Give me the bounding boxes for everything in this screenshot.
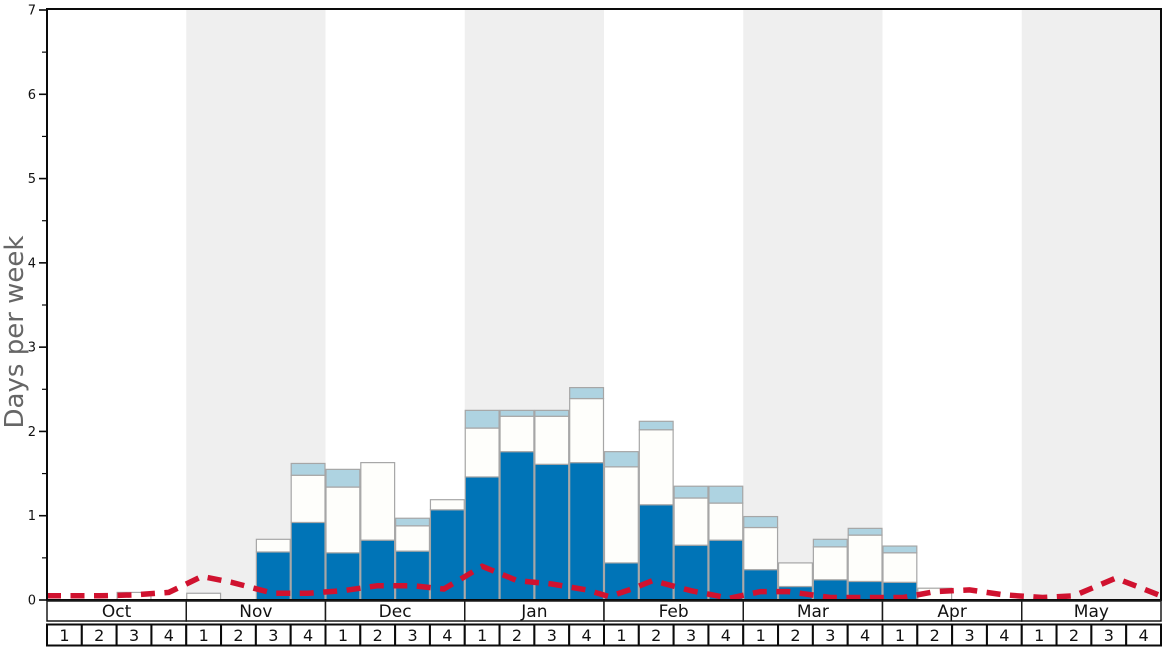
y-tick-label: 7: [28, 4, 36, 19]
week-label: 4: [1139, 626, 1149, 645]
y-tick-label: 2: [28, 425, 36, 440]
y-tick-label: 5: [28, 172, 36, 187]
week-label: 1: [895, 626, 905, 645]
light-blue-bar-segment: [569, 387, 605, 400]
light-blue-bar-segment: [534, 409, 570, 417]
month-shade-band: [743, 10, 883, 600]
week-label: 3: [268, 626, 278, 645]
week-label: 4: [721, 626, 731, 645]
month-label: Feb: [659, 602, 689, 622]
dark-blue-bar-segment: [464, 476, 500, 601]
dark-blue-bar-segment: [360, 539, 396, 601]
white-bar-segment: [777, 562, 813, 588]
light-blue-bar-segment: [812, 538, 848, 548]
month-shade-band: [1021, 10, 1161, 600]
month-label: Nov: [239, 602, 272, 622]
light-blue-bar-segment: [673, 485, 709, 499]
y-tick-label: 1: [28, 509, 36, 524]
week-label: 4: [303, 626, 313, 645]
y-tick-label: 0: [28, 594, 36, 609]
month-label: Apr: [937, 602, 966, 622]
week-cell: [1125, 623, 1162, 647]
dark-blue-bar-segment: [534, 463, 570, 601]
week-label: 1: [199, 626, 209, 645]
y-axis-label: Days per week: [0, 235, 30, 429]
y-tick-label: 3: [28, 341, 36, 356]
week-label: 1: [756, 626, 766, 645]
white-bar-segment: [255, 538, 291, 553]
week-label: 3: [1104, 626, 1114, 645]
week-label: 2: [373, 626, 383, 645]
white-bar-segment: [847, 534, 883, 583]
light-blue-bar-segment: [290, 462, 326, 476]
light-blue-bar-segment: [882, 545, 918, 554]
white-bar-segment: [290, 474, 326, 524]
week-label: 1: [616, 626, 626, 645]
light-blue-bar-segment: [464, 409, 500, 429]
week-label: 4: [860, 626, 870, 645]
light-blue-bar-segment: [499, 409, 535, 417]
white-bar-segment: [499, 415, 535, 453]
white-bar-segment: [638, 429, 674, 506]
y-tick-label: 4: [28, 256, 36, 271]
white-bar-segment: [569, 397, 605, 464]
week-label: 2: [1069, 626, 1079, 645]
dark-blue-bar-segment: [708, 539, 744, 601]
white-bar-segment: [186, 592, 222, 601]
white-bar-segment: [708, 502, 744, 541]
light-blue-bar-segment: [847, 527, 883, 536]
white-bar-segment: [360, 462, 396, 541]
light-blue-bar-segment: [708, 485, 744, 504]
week-label: 3: [964, 626, 974, 645]
week-label: 2: [651, 626, 661, 645]
white-bar-segment: [534, 415, 570, 465]
week-label: 2: [512, 626, 522, 645]
week-label: 3: [547, 626, 557, 645]
white-bar-segment: [429, 499, 465, 511]
week-label: 3: [825, 626, 835, 645]
week-label: 2: [930, 626, 940, 645]
week-label: 4: [999, 626, 1009, 645]
week-label: 1: [59, 626, 69, 645]
light-blue-bar-segment: [325, 468, 361, 488]
white-bar-segment: [464, 427, 500, 478]
dark-blue-bar-segment: [743, 569, 779, 601]
week-label: 1: [338, 626, 348, 645]
week-label: 4: [442, 626, 452, 645]
white-bar-segment: [325, 486, 361, 554]
light-blue-bar-segment: [395, 517, 431, 527]
dark-blue-bar-segment: [290, 521, 326, 601]
light-blue-bar-segment: [638, 420, 674, 431]
week-label: 2: [94, 626, 104, 645]
white-bar-segment: [603, 466, 639, 564]
y-tick-label: 6: [28, 88, 36, 103]
week-label: 1: [1034, 626, 1044, 645]
light-blue-bar-segment: [603, 451, 639, 468]
month-cell: [1021, 600, 1162, 622]
week-label: 3: [407, 626, 417, 645]
white-bar-segment: [395, 525, 431, 552]
white-bar-segment: [743, 526, 779, 571]
dark-blue-bar-segment: [395, 550, 431, 601]
week-label: 2: [790, 626, 800, 645]
white-bar-segment: [882, 552, 918, 583]
month-label: Dec: [379, 602, 412, 622]
month-label: Mar: [797, 602, 829, 622]
week-label: 3: [129, 626, 139, 645]
week-label: 4: [164, 626, 174, 645]
month-label: May: [1074, 602, 1109, 622]
week-label: 4: [582, 626, 592, 645]
week-label: 1: [477, 626, 487, 645]
week-label: 2: [233, 626, 243, 645]
month-label: Oct: [102, 602, 132, 622]
light-blue-bar-segment: [743, 515, 779, 529]
week-label: 3: [686, 626, 696, 645]
plot-frame: [46, 8, 1162, 601]
month-label: Jan: [520, 602, 547, 622]
white-bar-segment: [673, 497, 709, 546]
dark-blue-bar-segment: [569, 462, 605, 601]
white-bar-segment: [812, 546, 848, 581]
